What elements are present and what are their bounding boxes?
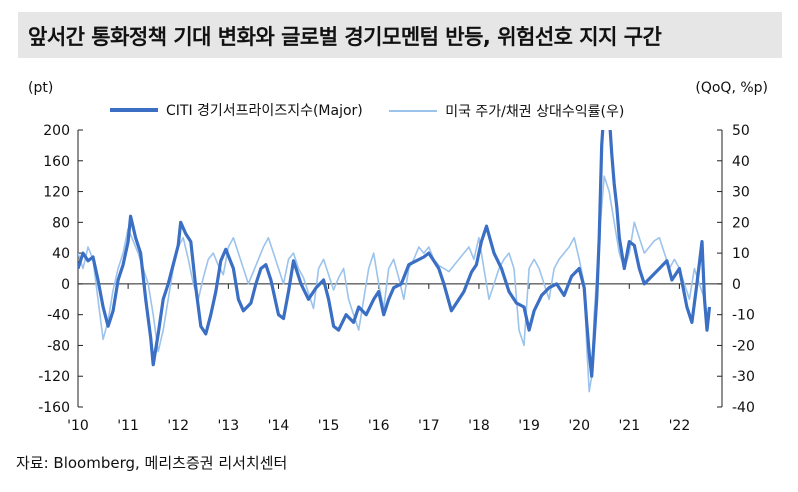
chart-title: 앞서간 통화정책 기대 변화와 글로벌 경기모멘텀 반등, 위험선호 지지 구간 <box>28 25 662 49</box>
right-tick-label: 10 <box>732 246 750 262</box>
right-tick-label: 20 <box>732 215 750 231</box>
right-tick-label: 50 <box>732 123 750 139</box>
x-tick-label: '20 <box>568 418 590 434</box>
title-band: 앞서간 통화정책 기대 변화와 글로벌 경기모멘텀 반등, 위험선호 지지 구간 <box>18 12 782 58</box>
left-tick-label: 120 <box>43 185 70 201</box>
left-tick-label: -120 <box>38 369 70 385</box>
left-tick-label: 200 <box>43 123 70 139</box>
right-tick-label: -40 <box>732 400 755 416</box>
x-tick-label: '15 <box>318 418 340 434</box>
x-tick-label: '17 <box>418 418 440 434</box>
x-tick-label: '16 <box>368 418 390 434</box>
legend-swatch-stock-bond <box>389 110 438 112</box>
x-tick-label: '14 <box>268 418 290 434</box>
x-tick-label: '13 <box>218 418 240 434</box>
left-tick-label: -40 <box>47 308 70 324</box>
left-tick-label: -160 <box>38 400 70 416</box>
legend: CITI 경기서프라이즈지수(Major) 미국 주가/채권 상대수익률(우) <box>110 100 646 121</box>
x-tick-label: '11 <box>117 418 139 434</box>
x-tick-label: '18 <box>468 418 490 434</box>
left-axis-unit: (pt) <box>28 80 54 96</box>
series-line-citi-surprise-index <box>78 130 712 378</box>
right-tick-label: 0 <box>732 277 741 293</box>
source-note: 자료: Bloomberg, 메리츠증권 리서치센터 <box>16 454 288 472</box>
left-tick-label: -80 <box>47 338 70 354</box>
legend-label-stock-bond: 미국 주가/채권 상대수익률(우) <box>445 104 625 120</box>
left-tick-label: 0 <box>61 277 70 293</box>
left-tick-label: 40 <box>52 246 70 262</box>
right-tick-label: 40 <box>732 154 750 170</box>
x-tick-label: '21 <box>618 418 640 434</box>
legend-label-major: CITI 경기서프라이즈지수(Major) <box>166 103 363 119</box>
right-tick-label: -20 <box>732 338 755 354</box>
x-tick-label: '22 <box>669 418 691 434</box>
x-tick-label: '10 <box>67 418 89 434</box>
x-tick-label: '12 <box>167 418 189 434</box>
right-axis-unit: (QoQ, %p) <box>695 80 768 96</box>
right-tick-label: 30 <box>732 185 750 201</box>
legend-swatch-major <box>110 108 158 112</box>
legend-item-major: CITI 경기서프라이즈지수(Major) <box>110 100 363 120</box>
right-tick-label: -30 <box>732 369 755 385</box>
left-tick-label: 80 <box>52 215 70 231</box>
legend-item-stock-bond: 미국 주가/채권 상대수익률(우) <box>389 101 624 121</box>
left-tick-label: 160 <box>43 154 70 170</box>
right-tick-label: -10 <box>732 308 755 324</box>
series-line-stock-bond-relative-return <box>78 175 711 393</box>
x-tick-label: '19 <box>518 418 540 434</box>
